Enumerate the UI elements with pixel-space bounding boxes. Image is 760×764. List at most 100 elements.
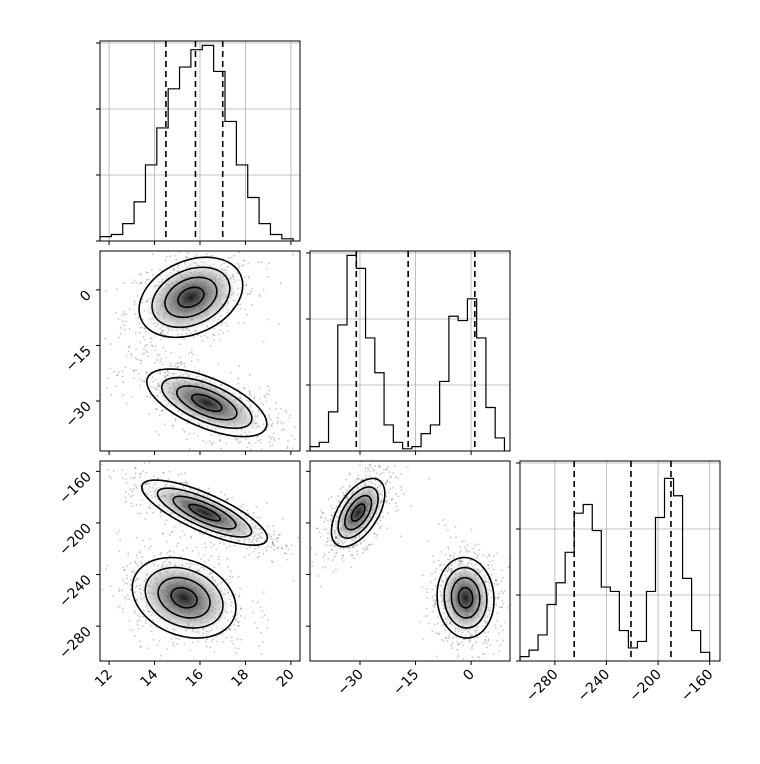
sample-point bbox=[160, 511, 162, 513]
sample-point bbox=[277, 421, 279, 423]
sample-point bbox=[147, 355, 149, 357]
sample-point bbox=[134, 635, 136, 637]
sample-point bbox=[259, 295, 261, 297]
y-tick-label: −160 bbox=[56, 469, 95, 508]
sample-point bbox=[434, 578, 436, 580]
sample-point bbox=[244, 260, 246, 262]
sample-point bbox=[132, 629, 134, 631]
sample-point bbox=[397, 447, 399, 449]
sample-point bbox=[334, 556, 336, 558]
sample-point bbox=[126, 435, 128, 437]
sample-point bbox=[170, 352, 172, 354]
sample-point bbox=[272, 525, 274, 527]
sample-point bbox=[452, 637, 454, 639]
sample-point bbox=[200, 236, 202, 238]
sample-point bbox=[386, 500, 388, 502]
sample-point bbox=[455, 526, 457, 528]
sample-point bbox=[472, 644, 474, 646]
sample-point bbox=[256, 627, 258, 629]
sample-point bbox=[291, 435, 293, 437]
sample-point bbox=[172, 642, 174, 644]
sample-point bbox=[448, 548, 450, 550]
sample-point bbox=[422, 575, 424, 577]
sample-point bbox=[357, 544, 359, 546]
sample-point bbox=[264, 397, 266, 399]
sample-point bbox=[102, 589, 104, 591]
sample-point bbox=[162, 532, 164, 534]
sample-point bbox=[452, 557, 454, 559]
sample-point bbox=[389, 482, 391, 484]
sample-point bbox=[330, 505, 332, 507]
sample-point bbox=[238, 322, 240, 324]
sample-point bbox=[197, 641, 199, 643]
sample-point bbox=[297, 537, 299, 539]
sample-point bbox=[267, 276, 269, 278]
sample-point bbox=[122, 314, 124, 316]
sample-point bbox=[365, 471, 367, 473]
sample-point bbox=[107, 469, 109, 471]
sample-point bbox=[274, 437, 276, 439]
sample-point bbox=[423, 615, 425, 617]
sample-point bbox=[159, 269, 161, 271]
sample-point bbox=[273, 530, 275, 532]
sample-point bbox=[495, 604, 497, 606]
sample-point bbox=[190, 536, 192, 538]
sample-point bbox=[118, 372, 120, 374]
sample-point bbox=[262, 641, 264, 643]
sample-point bbox=[479, 657, 481, 659]
sample-point bbox=[144, 380, 146, 382]
sample-point bbox=[208, 559, 210, 561]
sample-point bbox=[275, 408, 277, 410]
sample-point bbox=[180, 363, 182, 365]
sample-point bbox=[119, 605, 121, 607]
sample-point bbox=[492, 560, 494, 562]
sample-point bbox=[258, 556, 260, 558]
sample-point bbox=[125, 582, 127, 584]
sample-point bbox=[445, 524, 447, 526]
sample-point bbox=[137, 513, 139, 515]
sample-point bbox=[139, 616, 141, 618]
sample-point bbox=[253, 398, 255, 400]
sample-point bbox=[257, 517, 259, 519]
sample-point bbox=[230, 581, 232, 583]
sample-point bbox=[122, 611, 124, 613]
sample-point bbox=[363, 540, 365, 542]
sample-point bbox=[343, 548, 345, 550]
sample-point bbox=[172, 425, 174, 427]
sample-point bbox=[397, 477, 399, 479]
sample-point bbox=[116, 288, 118, 290]
sample-point bbox=[386, 527, 388, 529]
sample-point bbox=[196, 254, 198, 256]
sample-point bbox=[279, 533, 281, 535]
sample-point bbox=[455, 636, 457, 638]
sample-point bbox=[375, 458, 377, 460]
sample-point bbox=[134, 610, 136, 612]
sample-point bbox=[270, 419, 272, 421]
sample-point bbox=[186, 547, 188, 549]
sample-point bbox=[282, 518, 284, 520]
sample-point bbox=[475, 641, 477, 643]
sample-point bbox=[65, 350, 67, 352]
sample-point bbox=[268, 435, 270, 437]
sample-point bbox=[157, 359, 159, 361]
sample-point bbox=[249, 374, 251, 376]
sample-point bbox=[133, 488, 135, 490]
sample-point bbox=[342, 497, 344, 499]
sample-point bbox=[152, 253, 154, 255]
sample-point bbox=[131, 505, 133, 507]
sample-point bbox=[121, 469, 123, 471]
sample-point bbox=[459, 680, 461, 682]
sample-point bbox=[339, 488, 341, 490]
joint-panel-1-2 bbox=[310, 447, 511, 684]
sample-point bbox=[243, 322, 245, 324]
sample-point bbox=[461, 641, 463, 643]
sample-point bbox=[142, 556, 144, 558]
sample-point bbox=[432, 599, 434, 601]
histogram-step-2 bbox=[520, 478, 710, 661]
sample-point bbox=[123, 282, 125, 284]
sample-point bbox=[447, 559, 449, 561]
joint-panel-0-2 bbox=[71, 431, 335, 678]
sample-point bbox=[236, 613, 238, 615]
sample-point bbox=[446, 640, 448, 642]
sample-point bbox=[164, 423, 166, 425]
